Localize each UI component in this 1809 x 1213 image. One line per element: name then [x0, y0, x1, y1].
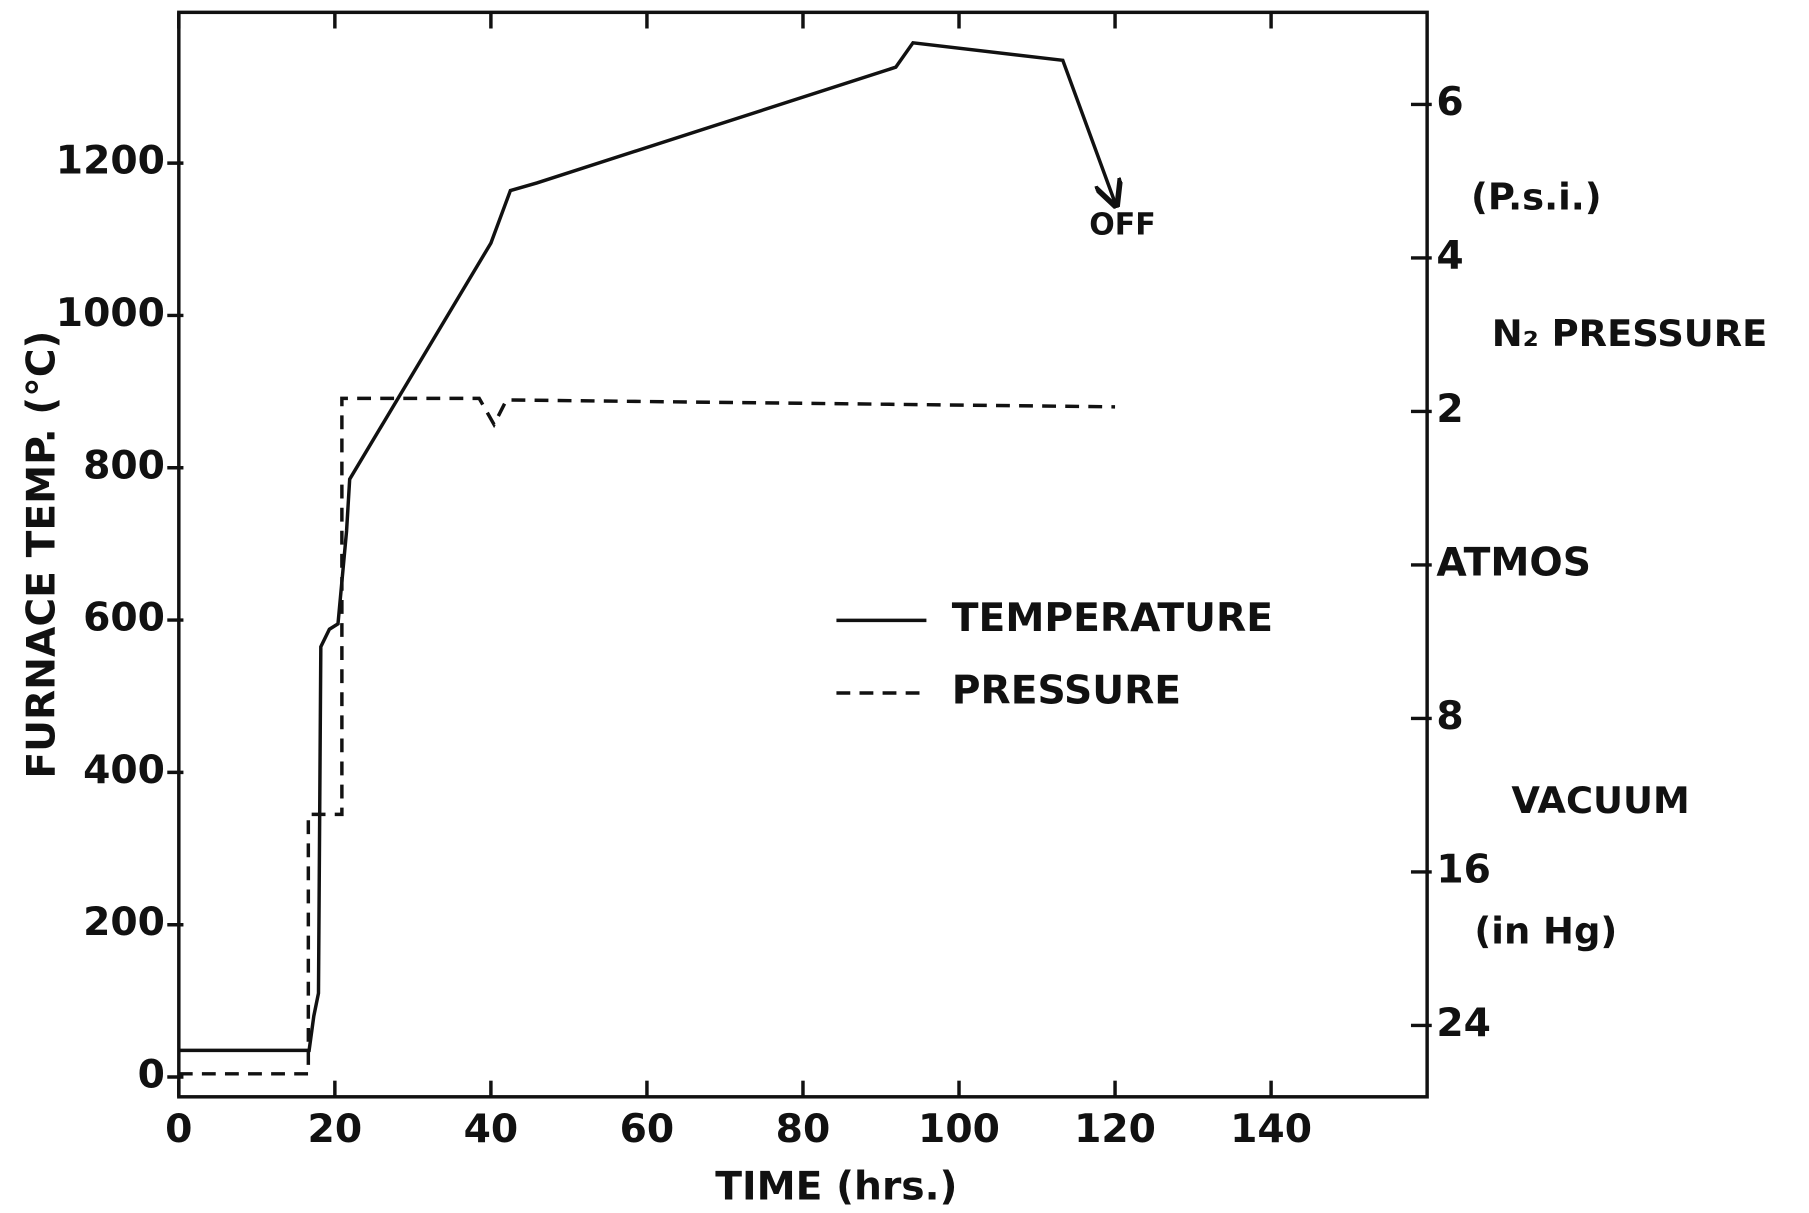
- plot-frame: [177, 10, 1429, 1099]
- y2-tick-label: 8: [1436, 694, 1463, 739]
- y2-tick-label: 4: [1436, 233, 1463, 278]
- y2-tick-label: ATMOS: [1436, 540, 1591, 585]
- x-tick-label: 20: [308, 1107, 363, 1152]
- x-tick-label: 60: [620, 1107, 675, 1152]
- x-axis-label: TIME (hrs.): [715, 1165, 957, 1210]
- series-line: [178, 40, 1115, 1053]
- y-tick-label: 1000: [56, 291, 165, 336]
- annotation: VACUUM: [1511, 779, 1689, 822]
- y2-tick-label: 2: [1436, 387, 1463, 432]
- x-tick-label: 80: [776, 1107, 831, 1152]
- y2-tick-label: 24: [1436, 1001, 1491, 1046]
- y-tick-label: 200: [83, 900, 165, 945]
- x-tick-label: 0: [165, 1107, 192, 1152]
- y-tick-label: 1200: [56, 139, 165, 184]
- y2-tick-label: 6: [1436, 80, 1463, 125]
- y-tick-label: 600: [83, 596, 165, 641]
- annotation: N₂ PRESSURE: [1492, 312, 1768, 355]
- y2-tick-label: 16: [1436, 847, 1491, 892]
- x-tick-label: 140: [1230, 1107, 1312, 1152]
- y-tick-label: 0: [138, 1053, 165, 1098]
- y-axis-label: FURNACE TEMP. (°C): [19, 331, 64, 779]
- series-line: [178, 396, 1116, 1076]
- y-tick-label: 800: [83, 443, 165, 488]
- x-tick-label: 100: [918, 1107, 1000, 1152]
- x-tick-label: 120: [1074, 1107, 1156, 1152]
- y-tick-label: 400: [83, 748, 165, 793]
- legend-label: TEMPERATURE: [952, 596, 1273, 641]
- x-tick-label: 40: [464, 1107, 519, 1152]
- annotation: (P.s.i.): [1471, 176, 1602, 219]
- annotation: OFF: [1089, 207, 1155, 242]
- annotation: (in Hg): [1474, 909, 1617, 952]
- legend-label: PRESSURE: [952, 669, 1181, 714]
